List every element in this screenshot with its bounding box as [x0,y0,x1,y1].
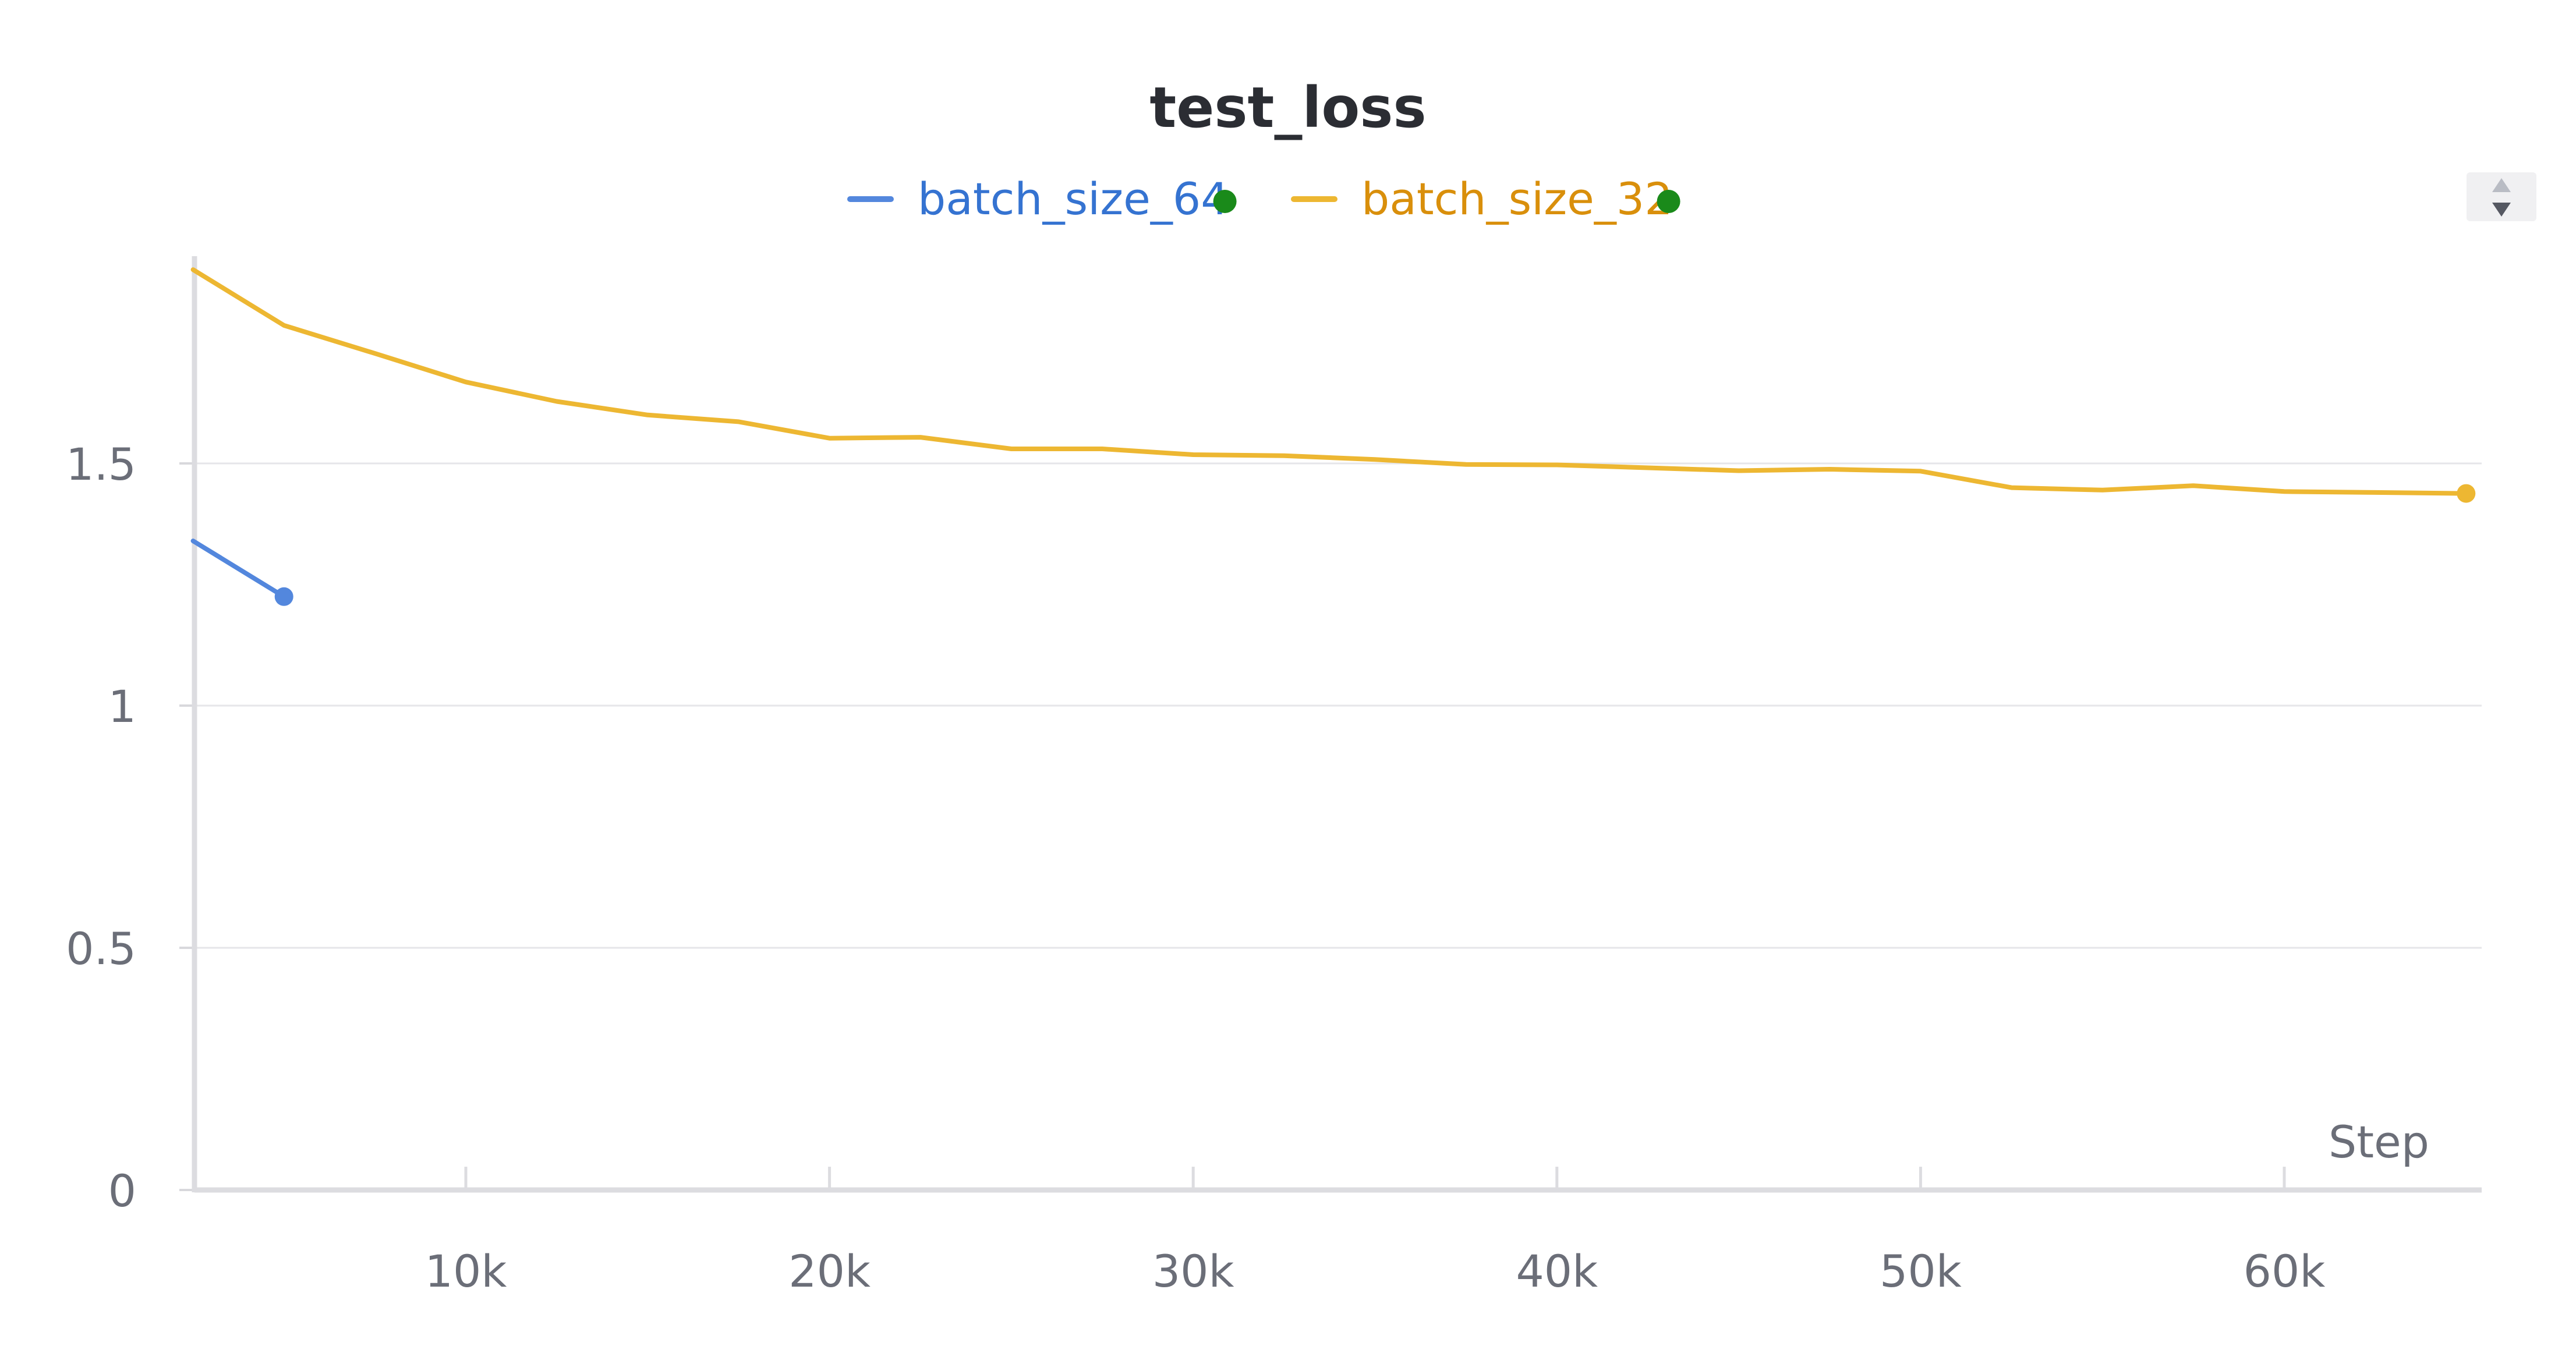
series-end-point-batch_size_64[interactable] [274,587,293,606]
legend-item-batch_size_32[interactable]: batch_size_32 [1291,173,1680,225]
plot-area [190,267,2476,606]
gridlines [194,462,2482,949]
run-status-dot [1213,190,1237,213]
y-tick-label: 0 [108,1165,136,1217]
y-tick-label: 1.5 [66,438,136,490]
x-tick-label: 20k [788,1245,871,1297]
x-tick-label: 10k [425,1245,507,1297]
legend-scroll-control-bg [2467,172,2536,221]
sort-up-icon[interactable] [2492,178,2511,192]
legend-item-batch_size_64[interactable]: batch_size_64 [847,173,1237,225]
legend: batch_size_64 batch_size_32 [847,173,1680,225]
y-tick-label: 0.5 [66,923,136,975]
x-axis-label: Step [2329,1116,2429,1168]
series-end-point-batch_size_32[interactable] [2457,484,2476,503]
series-line-batch_size_64[interactable] [190,539,286,599]
chart-title: test_loss [1149,75,1426,140]
x-tick-label: 40k [1516,1245,1598,1297]
legend-scroll-control[interactable] [2467,172,2536,221]
x-tick-label: 50k [1880,1245,1962,1297]
series-line-batch_size_32[interactable] [190,267,2469,496]
legend-label: batch_size_32 [1361,173,1673,225]
axes: 0 0.5 1 1.5 10k 20k 30k 40k 50k 60k [66,256,2482,1297]
y-tick-label: 1 [108,681,136,732]
sort-down-icon[interactable] [2492,203,2511,217]
run-status-dot [1657,190,1680,213]
x-tick-label: 60k [2244,1245,2326,1297]
legend-label: batch_size_64 [918,173,1229,225]
x-tick-label: 30k [1152,1245,1234,1297]
